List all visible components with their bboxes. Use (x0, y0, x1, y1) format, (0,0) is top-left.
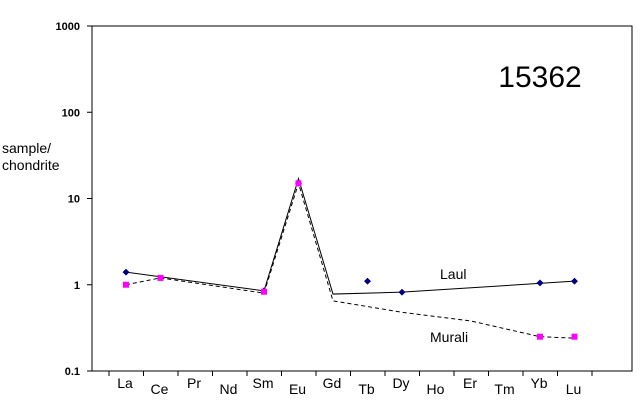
marker-murali-sm (261, 288, 267, 295)
x-axis: La Ce Pr Nd Sm Eu Gd Tb Dy Ho Er Tm Yb Lu (108, 371, 593, 397)
x-tick-label: Yb (530, 375, 547, 391)
x-tick-label: Eu (289, 381, 306, 397)
x-tick-label: Nd (220, 381, 238, 397)
x-tick-label: Sm (253, 375, 274, 391)
x-tick-label: La (117, 375, 133, 391)
x-tick-label: Ce (151, 381, 169, 397)
marker-murali-lu (571, 333, 578, 340)
series-line-laul (125, 176, 575, 295)
chart-title: 15362 (498, 61, 581, 94)
series-label-murali: Murali (430, 329, 468, 345)
y-tick-label: 0.1 (65, 366, 80, 378)
x-tick-label: Pr (187, 375, 201, 391)
y-axis-label-line-1: sample/ (2, 140, 51, 156)
x-tick-label: Lu (566, 381, 582, 397)
x-tick-label: Ho (427, 381, 445, 397)
y-tick-label: 1000 (56, 21, 80, 33)
x-tick-label: Dy (392, 375, 409, 391)
series-line-murali (125, 181, 575, 339)
marker-laul-yb (536, 279, 544, 287)
y-axis: 0.1 1 10 100 1000 (56, 21, 92, 378)
x-tick-label: Tm (494, 381, 514, 397)
marker-murali-ce (157, 274, 164, 281)
marker-murali-la (123, 281, 129, 288)
x-tick-label: Gd (323, 375, 342, 391)
y-tick-label: 1 (74, 280, 80, 292)
plot-area (91, 25, 633, 372)
y-tick-label: 10 (68, 194, 80, 206)
x-tick-label: Er (463, 375, 477, 391)
marker-laul-dy (398, 288, 406, 296)
series-points (122, 179, 579, 340)
marker-murali-eu (295, 180, 302, 187)
marker-murali-yb (537, 333, 543, 340)
series-label-laul: Laul (440, 266, 466, 282)
marker-laul-la (122, 268, 130, 276)
x-tick-label: Tb (358, 381, 375, 397)
y-axis-label-line-2: chondrite (2, 157, 60, 173)
marker-laul-lu (570, 277, 579, 285)
y-tick-label: 100 (62, 107, 80, 119)
series-lines (125, 176, 575, 339)
marker-laul-tb (363, 277, 372, 285)
